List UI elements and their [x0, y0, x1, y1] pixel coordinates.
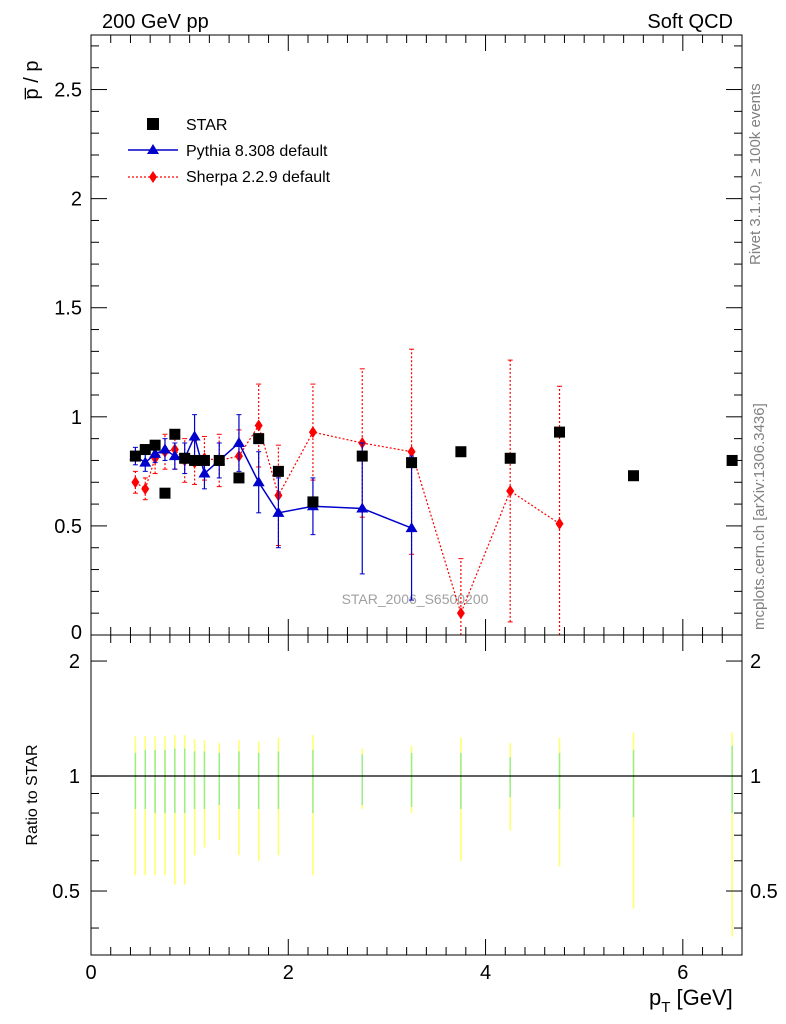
pythia-point — [158, 443, 171, 454]
ratio-y-tick-labels: 0.5 0.5 1 1 2 2 — [52, 651, 778, 903]
header-left: 200 GeV pp — [102, 11, 209, 33]
star-point — [139, 444, 151, 456]
analysis-watermark: STAR_2006_S6500200 — [342, 591, 489, 607]
x-axis-title: pT [GeV] — [649, 985, 733, 1016]
sherpa-point — [131, 476, 140, 489]
ratio-y-tick-label-right: 1 — [750, 766, 761, 788]
pythia-point — [139, 456, 152, 467]
sherpa-point — [308, 426, 317, 439]
ratio-axis-ticks — [90, 635, 743, 955]
legend-star-label: STAR — [186, 117, 227, 134]
star-point — [726, 454, 738, 466]
pythia-point — [188, 430, 201, 441]
star-point — [189, 454, 201, 466]
star-point — [455, 446, 467, 458]
legend-pythia-marker — [147, 144, 159, 154]
pythia-point — [252, 476, 265, 487]
sherpa-point — [456, 607, 465, 620]
ratio-y-tick-label-right: 2 — [750, 651, 761, 673]
y-tick-label: 1 — [71, 407, 82, 429]
ratio-y-tick-label: 2 — [69, 651, 80, 673]
y-tick-label: 1.5 — [54, 298, 82, 320]
pythia-point — [168, 450, 181, 461]
header-right: Soft QCD — [647, 11, 733, 33]
main-y-tick-labels: 0.5 1 1.5 2 2.5 0 — [54, 80, 82, 644]
star-point — [554, 426, 566, 438]
pythia-point — [356, 502, 369, 513]
star-point — [149, 439, 161, 451]
star-point — [213, 454, 225, 466]
mcplots-label: mcplots.cern.ch [arXiv:1306.3436] — [751, 403, 768, 630]
ratio-y-tick-label: 1 — [69, 766, 80, 788]
pythia-point — [405, 522, 418, 533]
star-point — [179, 452, 191, 464]
rivet-version-label: Rivet 3.1.10, ≥ 100k events — [747, 83, 764, 265]
sherpa-point — [506, 485, 515, 497]
sherpa-point — [407, 445, 416, 458]
star-point — [159, 487, 171, 499]
star-point — [253, 433, 265, 445]
legend: STAR Pythia 8.308 default Sherpa 2.2.9 d… — [128, 117, 331, 186]
star-point — [307, 496, 319, 508]
star-point — [628, 470, 639, 482]
ratio-y-axis-title: Ratio to STAR — [24, 744, 41, 845]
star-point — [198, 454, 210, 466]
x-tick-labels: 0 2 4 6 — [85, 962, 688, 984]
sherpa-point — [555, 517, 564, 530]
sherpa-point — [254, 419, 263, 432]
legend-star-marker — [147, 118, 159, 130]
x-tick-label: 0 — [85, 962, 96, 984]
ratio-bands — [134, 732, 733, 937]
star-point — [504, 452, 516, 464]
x-tick-label: 4 — [480, 962, 491, 984]
ratio-y-tick-label: 0.5 — [52, 881, 80, 903]
pythia-point — [149, 447, 162, 458]
star-point — [169, 428, 181, 440]
pythia-point — [198, 467, 211, 478]
y-tick-label-zero: 0 — [71, 622, 82, 644]
star-point — [406, 457, 418, 469]
pythia-point — [232, 437, 245, 447]
main-y-axis-title: p̅ / p — [21, 61, 43, 100]
ratio-y-tick-label-right: 0.5 — [750, 881, 778, 903]
pythia-point — [272, 506, 285, 517]
star-point — [233, 472, 245, 484]
star-series — [129, 426, 738, 508]
legend-sherpa-marker — [149, 171, 157, 183]
x-tick-label: 2 — [283, 962, 294, 984]
sherpa-point — [141, 482, 150, 495]
y-tick-label: 2.5 — [54, 80, 82, 102]
star-point — [272, 465, 284, 477]
main-axis-ticks — [90, 35, 743, 636]
star-point — [129, 450, 141, 462]
y-tick-label: 0.5 — [54, 516, 82, 538]
legend-sherpa-label: Sherpa 2.2.9 default — [186, 169, 331, 186]
star-point — [356, 450, 368, 462]
y-tick-label: 2 — [71, 189, 82, 211]
legend-pythia-label: Pythia 8.308 default — [186, 143, 328, 160]
pythia-series — [129, 414, 418, 601]
ratio-plot-frame — [90, 634, 743, 956]
x-tick-label: 6 — [677, 962, 688, 984]
